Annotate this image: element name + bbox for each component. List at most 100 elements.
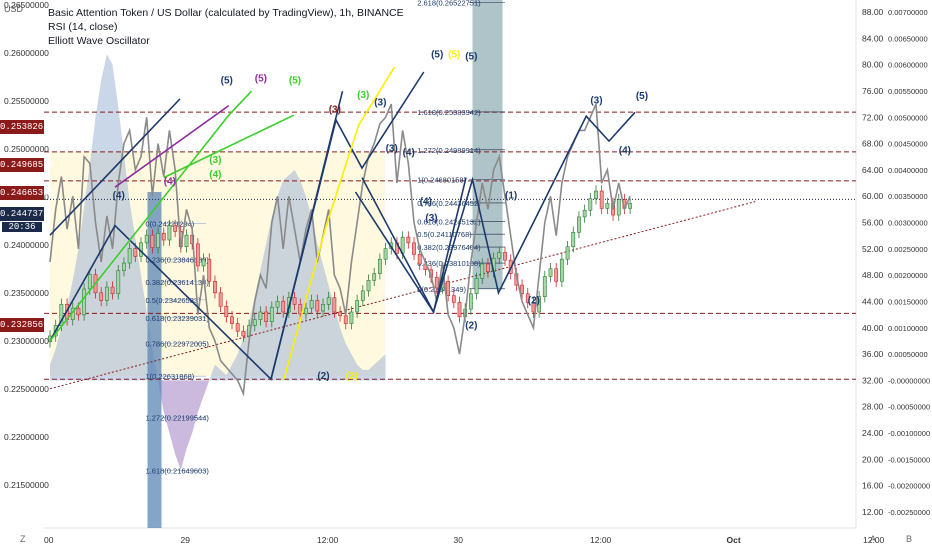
ewo-axis-tick: 0.00150000 xyxy=(888,297,928,306)
indicator-ewo[interactable]: Elliott Wave Oscillator xyxy=(48,35,150,47)
time-axis-label: 00 xyxy=(44,535,54,545)
fib-label-a: 0.618(0.23239031) xyxy=(146,314,210,323)
zoom-button[interactable]: Z xyxy=(20,534,26,544)
rsi-axis-tick: 16.00 xyxy=(862,481,884,491)
left-axis-tick: 0.26000000 xyxy=(4,48,49,58)
candle-down xyxy=(195,243,200,267)
log-scale-button[interactable]: B xyxy=(906,534,913,544)
wave-label: (1) xyxy=(505,191,517,202)
candle-down xyxy=(412,242,416,255)
ewo-axis-tick: 0.00100000 xyxy=(888,324,928,333)
fib-label-a: 0.5(0.23426583) xyxy=(146,296,202,305)
price-tag-1: 0.25382670 xyxy=(0,120,55,134)
ewo-axis-tick: 0.00350000 xyxy=(888,192,928,201)
candle-up xyxy=(201,258,206,267)
candle-up xyxy=(127,248,132,264)
candle-up xyxy=(116,270,121,295)
ewo-axis-tick: 0.00050000 xyxy=(888,350,928,359)
candle-down xyxy=(298,304,303,315)
ewo-axis-tick: 0.00500000 xyxy=(888,113,928,122)
candle-down xyxy=(315,300,320,312)
rsi-axis-tick: 20.00 xyxy=(862,454,884,464)
candle-up xyxy=(304,307,308,315)
candle-down xyxy=(525,293,530,303)
wave-label: (3) xyxy=(425,213,437,224)
candle-down xyxy=(230,316,234,324)
fib-label-a: 0.236(0.23846189) xyxy=(146,256,210,265)
indicator-rsi[interactable]: RSI (14, close) xyxy=(48,21,118,33)
symbol-title[interactable]: Basic Attention Token / US Dollar (calcu… xyxy=(48,7,404,19)
wave-label: (4) xyxy=(209,170,221,181)
wave-label: (3) xyxy=(357,90,369,101)
rsi-axis-tick: 88.00 xyxy=(862,7,884,17)
wave-label: (3) xyxy=(329,104,341,115)
candle-up xyxy=(321,304,325,312)
fib-zone-b xyxy=(472,0,503,289)
candle-down xyxy=(343,315,348,324)
fib-label-b: 0.786(0.24436452) xyxy=(417,199,481,208)
auto-scale-button[interactable]: A xyxy=(870,534,877,544)
candle-up xyxy=(355,300,360,313)
candle-down xyxy=(338,311,342,317)
price-tag-2: 0.24968558 xyxy=(0,158,55,172)
ewo-axis-tick: 0.00200000 xyxy=(888,271,928,280)
candle-up xyxy=(144,234,149,244)
candle-up xyxy=(104,286,109,301)
price-tag-5: 0.23285698 xyxy=(0,318,55,332)
fib-label-a: 0(0.24221294) xyxy=(146,220,195,229)
elliott-wave-line xyxy=(283,66,396,380)
candle-up xyxy=(594,190,598,200)
ewo-axis-tick: -0.00100000 xyxy=(888,429,930,438)
candle-down xyxy=(434,277,439,289)
time-axis-label: 12:00 xyxy=(590,535,612,545)
rsi-axis-tick: 24.00 xyxy=(862,428,884,438)
elliott-wave-line xyxy=(49,98,181,236)
candle-up xyxy=(326,297,331,305)
elliott-wave-line xyxy=(270,71,425,380)
candle-down xyxy=(207,258,212,282)
current-price-tag: 0.24473717 xyxy=(0,207,55,221)
time-axis-label: 12:00 xyxy=(863,535,885,545)
ewo-axis-tick: 0.00300000 xyxy=(888,219,928,228)
chart-legend: Basic Attention Token / US Dollar (calcu… xyxy=(48,6,404,48)
candle-up xyxy=(372,273,377,281)
fib-zone-a xyxy=(147,192,162,528)
candle-down xyxy=(161,232,166,241)
candle-down xyxy=(292,297,297,305)
wave-label: (3) xyxy=(590,96,602,107)
rsi-axis-tick: 40.00 xyxy=(862,323,884,333)
fib-label-a: 0.382(0.23614134) xyxy=(146,278,210,287)
ewo-axis-tick: 0.00650000 xyxy=(888,34,928,43)
candle-up xyxy=(349,311,354,324)
fib-label-a: 0.786(0.22972005) xyxy=(146,339,210,348)
rsi-axis-tick: 84.00 xyxy=(862,33,884,43)
ewo-axis-tick: 0.00450000 xyxy=(888,140,928,149)
candle-up xyxy=(616,199,621,216)
rsi-axis-tick: 60.00 xyxy=(862,191,884,201)
candle-down xyxy=(554,268,559,282)
candle-up xyxy=(258,311,263,320)
candle-down xyxy=(110,286,115,295)
candle-down xyxy=(417,254,422,265)
wave-label: (3) xyxy=(209,155,221,166)
rsi-axis-tick: 48.00 xyxy=(862,270,884,280)
candle-up xyxy=(383,248,388,260)
candle-up xyxy=(582,209,587,218)
candle-up xyxy=(167,225,172,241)
candle-down xyxy=(76,307,81,316)
left-axis-tick: 0.25500000 xyxy=(4,96,49,106)
fib-label-b: 0(0.23541349) xyxy=(417,285,466,294)
rsi-axis-tick: 72.00 xyxy=(862,112,884,122)
candle-down xyxy=(520,284,524,295)
ewo-axis-tick: -0.00200000 xyxy=(888,482,930,491)
candle-up xyxy=(360,290,365,301)
candle-down xyxy=(446,280,451,296)
rsi-axis-tick: 56.00 xyxy=(862,218,884,228)
candle-up xyxy=(156,232,160,248)
wave-label: (2) xyxy=(317,371,329,382)
fib-label-b: 0.236(0.23810108) xyxy=(417,259,481,268)
candle-down xyxy=(99,292,104,301)
ewo-axis-tick: 0.00550000 xyxy=(888,87,928,96)
